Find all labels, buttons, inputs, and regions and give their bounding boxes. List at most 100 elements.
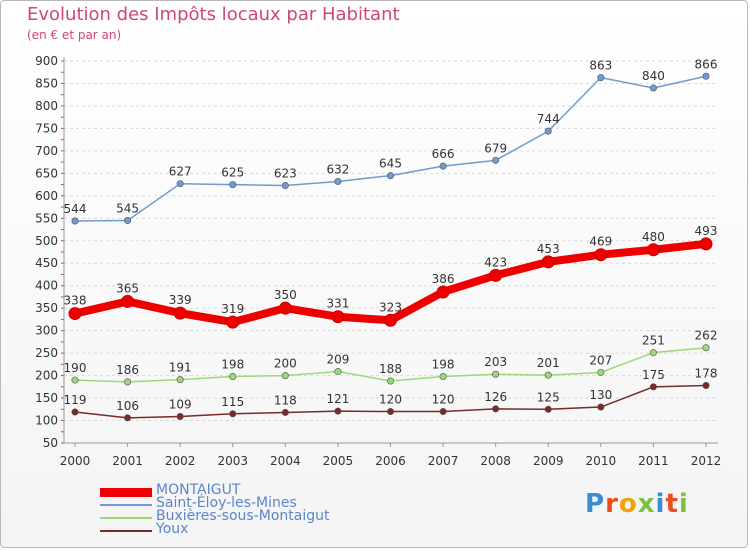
data-point <box>646 243 660 257</box>
y-tick-label: 300 <box>35 324 58 338</box>
data-point <box>124 378 132 386</box>
data-point <box>544 371 552 379</box>
data-point <box>281 372 289 380</box>
data-point <box>334 368 342 376</box>
y-tick-label: 750 <box>35 121 58 135</box>
data-point <box>71 217 79 225</box>
data-label: 175 <box>642 368 665 382</box>
data-label: 121 <box>326 392 349 406</box>
data-point <box>124 217 132 225</box>
y-tick-label: 50 <box>43 436 58 450</box>
legend-label: Buxières-sous-Montaigut <box>156 508 330 524</box>
data-point <box>386 172 394 180</box>
legend-swatch <box>100 517 152 519</box>
y-tick-label: 250 <box>35 346 58 360</box>
chart-subtitle: (en € et par an) <box>27 28 122 42</box>
data-label: 115 <box>221 395 244 409</box>
data-point <box>229 372 237 380</box>
data-label: 262 <box>695 329 718 343</box>
data-point <box>544 405 552 413</box>
x-tick-label: 2000 <box>60 454 91 468</box>
legend-label: Saint-Éloy-les-Mines <box>156 495 297 511</box>
data-label: 200 <box>274 357 297 371</box>
y-tick-label: 650 <box>35 166 58 180</box>
data-point <box>544 127 552 135</box>
data-point <box>489 268 503 282</box>
data-label: 480 <box>642 230 665 244</box>
data-point <box>176 376 184 384</box>
data-label: 118 <box>274 393 297 407</box>
y-tick-label: 400 <box>35 279 58 293</box>
y-tick-label: 700 <box>35 144 58 158</box>
x-tick-label: 2002 <box>165 454 196 468</box>
data-label: 545 <box>116 202 139 216</box>
data-point <box>226 315 240 329</box>
data-point <box>334 407 342 415</box>
data-label: 453 <box>537 242 560 256</box>
data-label: 201 <box>537 356 560 370</box>
x-tick-label: 2004 <box>270 454 301 468</box>
data-point <box>384 313 397 327</box>
data-point <box>173 306 187 320</box>
legend-label: Youx <box>156 521 189 537</box>
x-tick-label: 2008 <box>480 454 511 468</box>
data-point <box>702 344 710 352</box>
data-label: 207 <box>589 353 612 367</box>
data-label: 203 <box>484 355 507 369</box>
data-label: 493 <box>695 224 718 238</box>
data-label: 188 <box>379 362 402 376</box>
x-tick-label: 2012 <box>691 454 722 468</box>
data-label: 120 <box>432 393 455 407</box>
data-label: 119 <box>64 393 87 407</box>
data-label: 866 <box>695 57 718 71</box>
data-label: 323 <box>379 300 402 314</box>
data-label: 190 <box>64 361 87 375</box>
x-tick-label: 2011 <box>638 454 669 468</box>
data-label: 350 <box>274 288 297 302</box>
data-label: 365 <box>116 281 139 295</box>
data-label: 338 <box>64 294 87 308</box>
legend-swatch <box>100 504 152 506</box>
data-label: 679 <box>484 141 507 155</box>
legend-swatch <box>100 488 152 497</box>
data-point <box>594 248 608 262</box>
data-label: 120 <box>379 393 402 407</box>
data-label: 251 <box>642 334 665 348</box>
data-label: 331 <box>326 297 349 311</box>
y-tick-label: 550 <box>35 211 58 225</box>
data-point <box>541 255 555 269</box>
data-point <box>229 410 237 418</box>
x-tick-label: 2006 <box>375 454 406 468</box>
brand-letter: o <box>618 489 638 519</box>
data-label: 178 <box>695 366 718 380</box>
data-label: 198 <box>432 357 455 371</box>
data-point <box>649 349 657 357</box>
data-label: 386 <box>432 272 455 286</box>
data-point <box>71 376 79 384</box>
data-point <box>386 377 394 385</box>
data-point <box>439 162 447 170</box>
legend-label: MONTAIGUT <box>156 482 241 498</box>
data-point <box>492 405 500 413</box>
data-point <box>649 84 657 92</box>
data-label: 130 <box>589 388 612 402</box>
y-tick-label: 500 <box>35 234 58 248</box>
y-tick-label: 150 <box>35 391 58 405</box>
data-label: 840 <box>642 69 665 83</box>
data-point <box>334 177 342 185</box>
brand-logo: Proxiti <box>585 489 689 519</box>
brand-letter: r <box>605 489 619 519</box>
data-label: 645 <box>379 157 402 171</box>
data-label: 744 <box>537 112 560 126</box>
data-label: 625 <box>221 166 244 180</box>
data-label: 339 <box>169 293 192 307</box>
data-label: 627 <box>169 165 192 179</box>
data-point <box>492 156 500 164</box>
data-label: 209 <box>326 353 349 367</box>
data-label: 191 <box>169 361 192 375</box>
y-tick-label: 800 <box>35 99 58 113</box>
brand-letter: x <box>637 489 656 519</box>
data-point <box>439 408 447 416</box>
